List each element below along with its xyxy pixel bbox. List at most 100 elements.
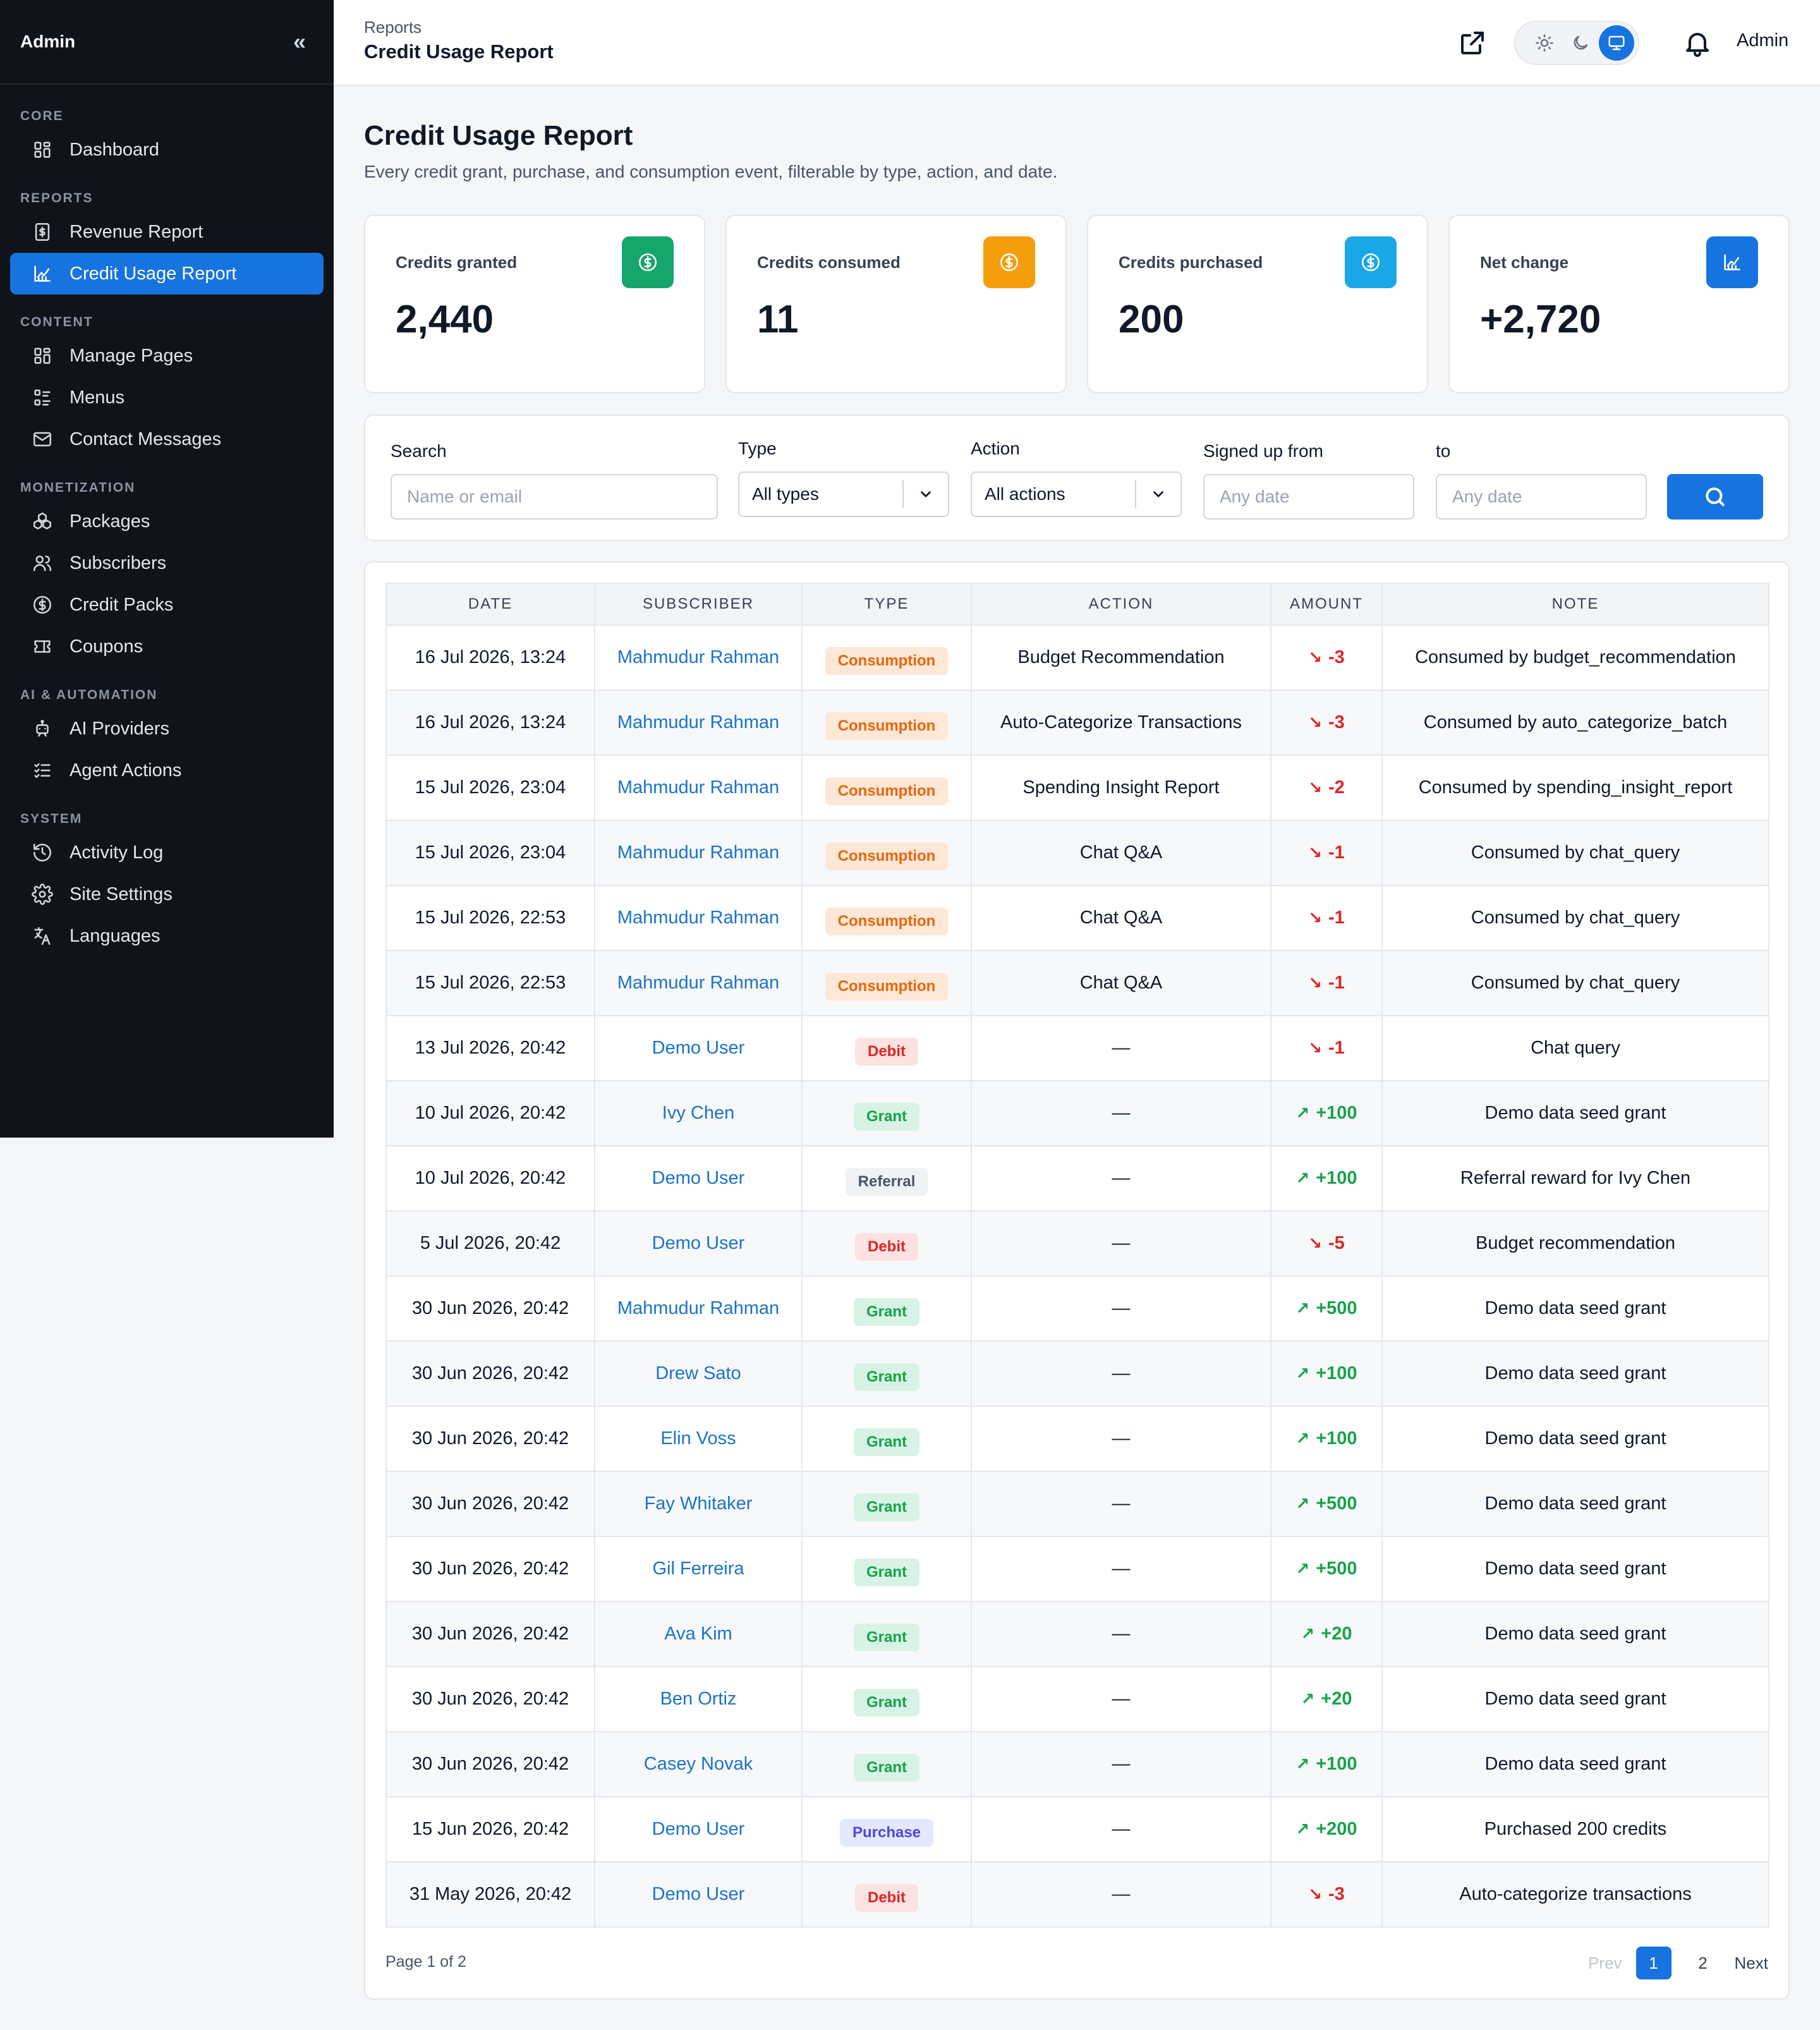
dark-theme-button[interactable] (1563, 25, 1598, 61)
subscriber-link[interactable]: Ava Kim (664, 1624, 732, 1644)
subscriber-link[interactable]: Casey Novak (643, 1754, 753, 1774)
subscriber-link[interactable]: Mahmudur Rahman (617, 712, 780, 732)
sidebar-item-manage-pages[interactable]: Manage Pages (10, 335, 324, 377)
type-badge: Grant (853, 1623, 919, 1651)
type-badge: Grant (853, 1753, 919, 1782)
sidebar-brand: Admin « (0, 0, 334, 85)
amount-cell: ↘ -2 (1270, 755, 1383, 821)
sidebar-item-coupons[interactable]: Coupons (10, 626, 324, 667)
amount-value: -3 (1328, 647, 1345, 667)
sidebar-item-packages[interactable]: Packages (10, 501, 324, 542)
subscriber-link[interactable]: Demo User (652, 1168, 745, 1188)
search-button[interactable] (1667, 474, 1763, 520)
prev-page-button[interactable]: Prev (1588, 1953, 1622, 1972)
subscriber-link[interactable]: Gil Ferreira (652, 1559, 744, 1579)
chevron-down-icon (1135, 480, 1180, 508)
subscriber-link[interactable]: Demo User (652, 1038, 745, 1058)
date-from-input[interactable] (1203, 474, 1414, 520)
subscriber-link[interactable]: Demo User (652, 1819, 745, 1839)
column-header-action[interactable]: ACTION (971, 583, 1271, 626)
action-cell: Chat Q&A (971, 820, 1271, 886)
table-row: 31 May 2026, 20:42 Demo User Debit — ↘ -3 Auto… (385, 1861, 1769, 1928)
light-theme-button[interactable] (1527, 25, 1562, 61)
collapse-sidebar-icon[interactable]: « (293, 28, 306, 54)
action-cell: — (971, 1340, 1271, 1407)
arrow-up-right-icon: ↗ (1295, 1820, 1310, 1839)
amount-value: -1 (1328, 908, 1345, 928)
sidebar-item-subscribers[interactable]: Subscribers (10, 542, 324, 584)
arrow-down-right-icon: ↘ (1308, 713, 1322, 732)
stat-value: 11 (757, 298, 799, 341)
subscriber-link[interactable]: Elin Voss (660, 1428, 736, 1449)
sidebar-item-contact-messages[interactable]: Contact Messages (10, 418, 324, 460)
bell-icon[interactable] (1682, 28, 1713, 58)
table-row: 30 Jun 2026, 20:42 Ava Kim Grant — ↗ +20 Demo … (385, 1601, 1769, 1667)
next-page-button[interactable]: Next (1734, 1953, 1768, 1972)
arrow-down-right-icon: ↘ (1308, 843, 1322, 862)
dollar-icon (1000, 253, 1019, 272)
subscriber-link[interactable]: Mahmudur Rahman (617, 842, 780, 863)
sidebar-item-languages[interactable]: Languages (10, 915, 324, 957)
subscriber-link[interactable]: Mahmudur Rahman (617, 647, 780, 667)
subscriber-link[interactable]: Drew Sato (655, 1363, 741, 1383)
sidebar-section-monetization: MONETIZATION (20, 480, 136, 495)
chart-icon (34, 265, 51, 282)
note-cell: Demo data seed grant (1381, 1731, 1769, 1797)
type-label: Type (738, 439, 777, 458)
amount-cell: ↗ +20 (1270, 1666, 1383, 1732)
search-input[interactable] (391, 474, 718, 520)
subscriber-cell: Mahmudur Rahman (594, 624, 803, 691)
column-header-amount[interactable]: AMOUNT (1270, 583, 1383, 626)
external-link-icon[interactable] (1457, 28, 1488, 58)
type-badge: Consumption (825, 647, 949, 675)
column-header-note[interactable]: NOTE (1381, 583, 1769, 626)
column-header-subscriber[interactable]: SUBSCRIBER (594, 583, 803, 626)
page-button[interactable]: 2 (1698, 1953, 1708, 1972)
table-row: 15 Jul 2026, 23:04 Mahmudur Rahman Consump… (385, 820, 1769, 886)
subscriber-link[interactable]: Ivy Chen (662, 1103, 735, 1123)
type-badge: Grant (853, 1363, 919, 1391)
user-menu[interactable]: Admin (1737, 30, 1789, 51)
type-badge: Consumption (825, 712, 949, 740)
subscriber-link[interactable]: Demo User (652, 1233, 745, 1253)
subscriber-link[interactable]: Demo User (652, 1884, 745, 1904)
subscriber-link[interactable]: Mahmudur Rahman (617, 908, 780, 928)
arrow-down-right-icon: ↘ (1308, 1038, 1322, 1057)
subscriber-link[interactable]: Fay Whitaker (644, 1493, 753, 1514)
type-select[interactable]: All types (738, 471, 949, 517)
table-row: 15 Jul 2026, 22:53 Mahmudur Rahman Consump… (385, 950, 1769, 1016)
subscriber-link[interactable]: Ben Ortiz (660, 1689, 737, 1709)
sidebar-item-label: Manage Pages (70, 345, 193, 366)
sidebar-item-dashboard[interactable]: Dashboard (10, 129, 324, 171)
column-header-type[interactable]: TYPE (801, 583, 972, 626)
date-cell: 30 Jun 2026, 20:42 (385, 1471, 595, 1537)
sidebar-item-agent-actions[interactable]: Agent Actions (10, 750, 324, 791)
sidebar-item-ai-providers[interactable]: AI Providers (10, 708, 324, 750)
subscriber-link[interactable]: Mahmudur Rahman (617, 973, 780, 993)
stat-label: Net change (1480, 253, 1569, 272)
date-to-input[interactable] (1436, 474, 1647, 520)
amount-cell: ↗ +200 (1270, 1796, 1383, 1863)
sidebar-item-menus[interactable]: Menus (10, 377, 324, 418)
sidebar-item-site-settings[interactable]: Site Settings (10, 873, 324, 915)
stat-card-credits-purchased: Credits purchased 200 (1087, 215, 1428, 393)
page-button[interactable]: 1 (1635, 1947, 1671, 1979)
amount-value: -5 (1328, 1233, 1345, 1253)
note-cell: Demo data seed grant (1381, 1080, 1769, 1146)
system-theme-button[interactable] (1599, 25, 1634, 61)
subscriber-link[interactable]: Mahmudur Rahman (617, 777, 780, 798)
action-cell: — (971, 1275, 1271, 1342)
sidebar-item-revenue-report[interactable]: Revenue Report (10, 211, 324, 253)
sidebar-item-activity-log[interactable]: Activity Log (10, 832, 324, 873)
subscriber-cell: Drew Sato (594, 1340, 803, 1407)
sidebar-item-credit-usage-report[interactable]: Credit Usage Report (10, 253, 324, 295)
breadcrumb-parent[interactable]: Reports (364, 18, 422, 37)
table-row: 15 Jun 2026, 20:42 Demo User Purchase — ↗ +20… (385, 1796, 1769, 1863)
type-badge: Grant (853, 1428, 919, 1456)
action-cell: — (971, 1731, 1271, 1797)
subscriber-link[interactable]: Mahmudur Rahman (617, 1298, 780, 1318)
column-header-date[interactable]: DATE (385, 583, 595, 626)
action-select[interactable]: All actions (971, 471, 1182, 517)
sidebar-item-credit-packs[interactable]: Credit Packs (10, 584, 324, 626)
sidebar-item-label: Activity Log (70, 842, 164, 863)
